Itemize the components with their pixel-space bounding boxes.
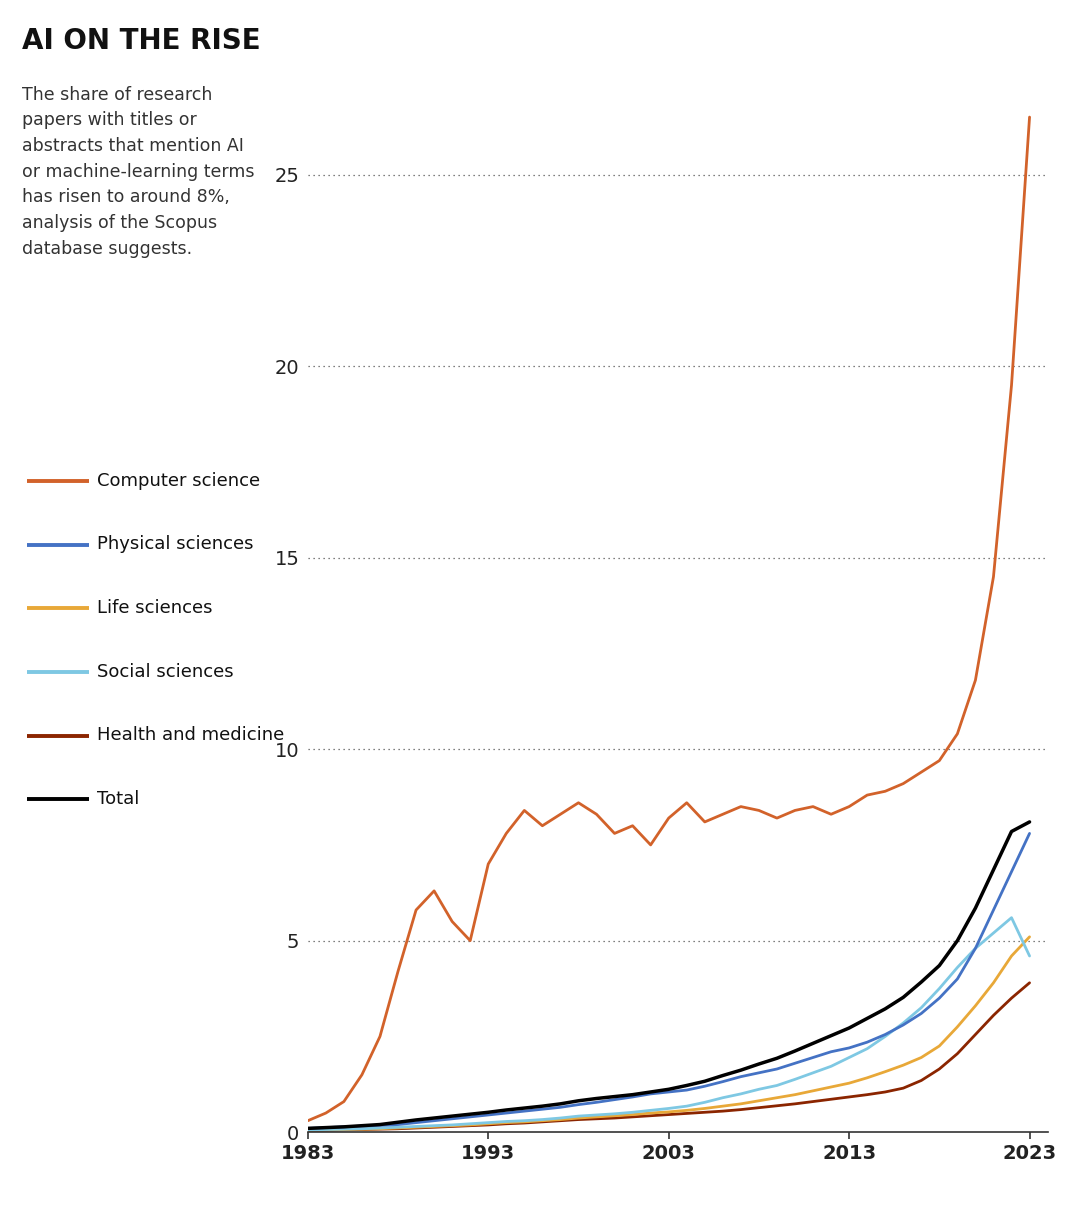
Text: Computer science: Computer science bbox=[97, 471, 260, 490]
Text: AI ON THE RISE: AI ON THE RISE bbox=[22, 27, 260, 55]
Text: Total: Total bbox=[97, 789, 139, 808]
Text: Physical sciences: Physical sciences bbox=[97, 535, 254, 553]
Text: Social sciences: Social sciences bbox=[97, 662, 234, 681]
Text: The share of research
papers with titles or
abstracts that mention AI
or machine: The share of research papers with titles… bbox=[22, 86, 254, 258]
Text: Life sciences: Life sciences bbox=[97, 599, 213, 617]
Text: Health and medicine: Health and medicine bbox=[97, 726, 284, 744]
